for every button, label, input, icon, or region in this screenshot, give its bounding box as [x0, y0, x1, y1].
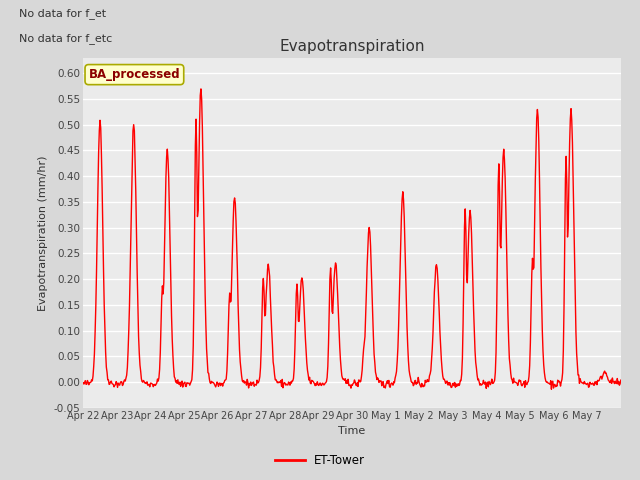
Text: BA_processed: BA_processed [88, 68, 180, 81]
X-axis label: Time: Time [339, 426, 365, 436]
Y-axis label: Evapotranspiration (mm/hr): Evapotranspiration (mm/hr) [38, 155, 48, 311]
Text: No data for f_etc: No data for f_etc [19, 33, 112, 44]
Legend: ET-Tower: ET-Tower [270, 449, 370, 472]
Text: No data for f_et: No data for f_et [19, 9, 106, 20]
Title: Evapotranspiration: Evapotranspiration [279, 39, 425, 54]
